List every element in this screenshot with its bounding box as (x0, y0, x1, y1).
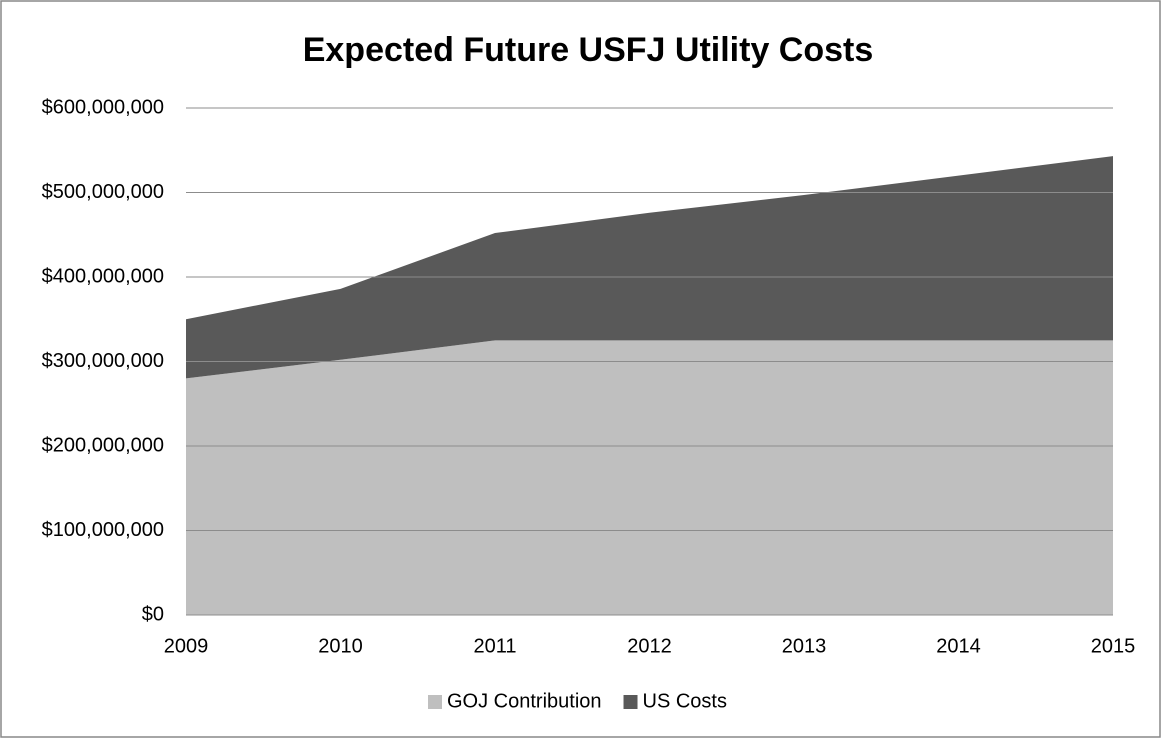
x-tick-label: 2014 (936, 635, 981, 657)
area (186, 340, 1113, 615)
y-tick-label: $200,000,000 (42, 434, 164, 456)
y-tick-label: $300,000,000 (42, 350, 164, 372)
legend-swatch (623, 695, 638, 709)
area (186, 156, 1113, 379)
y-tick-label: $500,000,000 (42, 181, 164, 203)
legend-label: US Costs (643, 690, 727, 712)
x-tick-label: 2010 (318, 635, 363, 657)
x-tick-label: 2013 (782, 635, 827, 657)
x-tick-label: 2015 (1091, 635, 1136, 657)
x-tick-label: 2011 (473, 635, 516, 657)
legend-label: GOJ Contribution (447, 690, 602, 712)
y-tick-label: $400,000,000 (42, 265, 164, 287)
y-tick-label: $600,000,000 (42, 96, 164, 118)
x-tick-label: 2009 (164, 635, 209, 657)
legend-swatch (428, 695, 442, 709)
chart-title: Expected Future USFJ Utility Costs (303, 31, 874, 69)
x-tick-label: 2012 (627, 635, 672, 657)
y-tick-label: $100,000,000 (42, 519, 164, 541)
y-tick-label: $0 (142, 603, 164, 625)
